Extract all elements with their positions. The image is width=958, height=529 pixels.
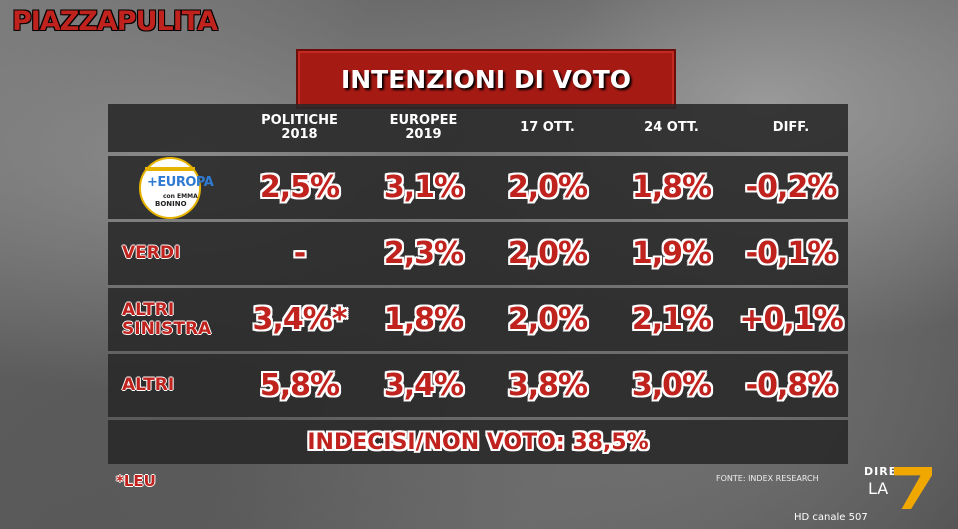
value-17-ott: 2,0% <box>507 302 588 337</box>
value-24-ott: 2,1% <box>631 302 712 337</box>
undecided-text: INDECISI/NON VOTO: 38,5% <box>307 429 649 455</box>
value-politiche-2018: 5,8% <box>259 368 340 403</box>
table-footer-row: INDECISI/NON VOTO: 38,5% <box>108 420 848 464</box>
party-label: VERDI <box>122 243 181 263</box>
value-17-ott: 3,8% <box>507 368 588 403</box>
page-title: INTENZIONI DI VOTO <box>340 64 632 94</box>
title-box: INTENZIONI DI VOTO <box>296 49 676 109</box>
table-row-piu-europa: +EUROPA con EMMA BONINO 2,5% 3,1% 2,0% 1… <box>108 156 848 219</box>
header-diff: DIFF. <box>772 120 810 135</box>
table-header-row: POLITICHE 2018 EUROPEE 2019 17 OTT. 24 OTT… <box>108 104 848 152</box>
value-europee-2019: 3,1% <box>383 170 464 205</box>
brand-logo-text: PIAZZAPULITA <box>12 6 218 37</box>
hd-channel-label: HD canale 507 <box>794 512 868 523</box>
value-europee-2019: 3,4% <box>383 368 464 403</box>
value-europee-2019: 2,3% <box>383 236 464 271</box>
value-diff: -0,2% <box>745 170 838 205</box>
header-politiche-2018: POLITICHE 2018 <box>261 113 338 142</box>
undecided-cell: INDECISI/NON VOTO: 38,5% <box>108 420 848 464</box>
party-cell: +EUROPA con EMMA BONINO <box>108 156 238 219</box>
value-17-ott: 2,0% <box>507 170 588 205</box>
header-europee-2019: EUROPEE 2019 <box>389 113 458 142</box>
results-table: POLITICHE 2018 EUROPEE 2019 17 OTT. 24 OTT… <box>108 104 848 466</box>
party-label: ALTRI <box>122 375 175 395</box>
la-label: LA <box>868 479 889 498</box>
table-row-altri-sinistra: ALTRI SINISTRA 3,4%* 1,8% 2,0% 2,1% +0,1% <box>108 288 848 351</box>
header-17-ott: 17 OTT. <box>520 120 575 135</box>
value-24-ott: 3,0% <box>631 368 712 403</box>
header-24-ott: 24 OTT. <box>644 120 699 135</box>
value-24-ott: 1,8% <box>631 170 712 205</box>
seven-icon <box>894 467 932 509</box>
table-row-verdi: VERDI - 2,3% 2,0% 1,9% -0,1% <box>108 222 848 285</box>
value-europee-2019: 1,8% <box>383 302 464 337</box>
table-row-altri: ALTRI 5,8% 3,4% 3,8% 3,0% -0,8% <box>108 354 848 417</box>
value-diff: -0,1% <box>745 236 838 271</box>
value-diff: -0,8% <box>745 368 838 403</box>
source-text: FONTE: INDEX RESEARCH <box>716 474 819 483</box>
la7-logo: DIRETTA LA <box>848 465 936 523</box>
value-diff: +0,1% <box>739 302 843 337</box>
logo-stripe <box>145 166 195 171</box>
value-politiche-2018: - <box>293 236 306 271</box>
value-17-ott: 2,0% <box>507 236 588 271</box>
value-politiche-2018: 2,5% <box>259 170 340 205</box>
value-24-ott: 1,9% <box>631 236 712 271</box>
piu-europa-logo: +EUROPA con EMMA BONINO <box>139 156 214 219</box>
value-politiche-2018: 3,4%* <box>252 302 348 337</box>
party-label: ALTRI SINISTRA <box>122 299 212 339</box>
footnote: *LEU <box>116 472 156 490</box>
